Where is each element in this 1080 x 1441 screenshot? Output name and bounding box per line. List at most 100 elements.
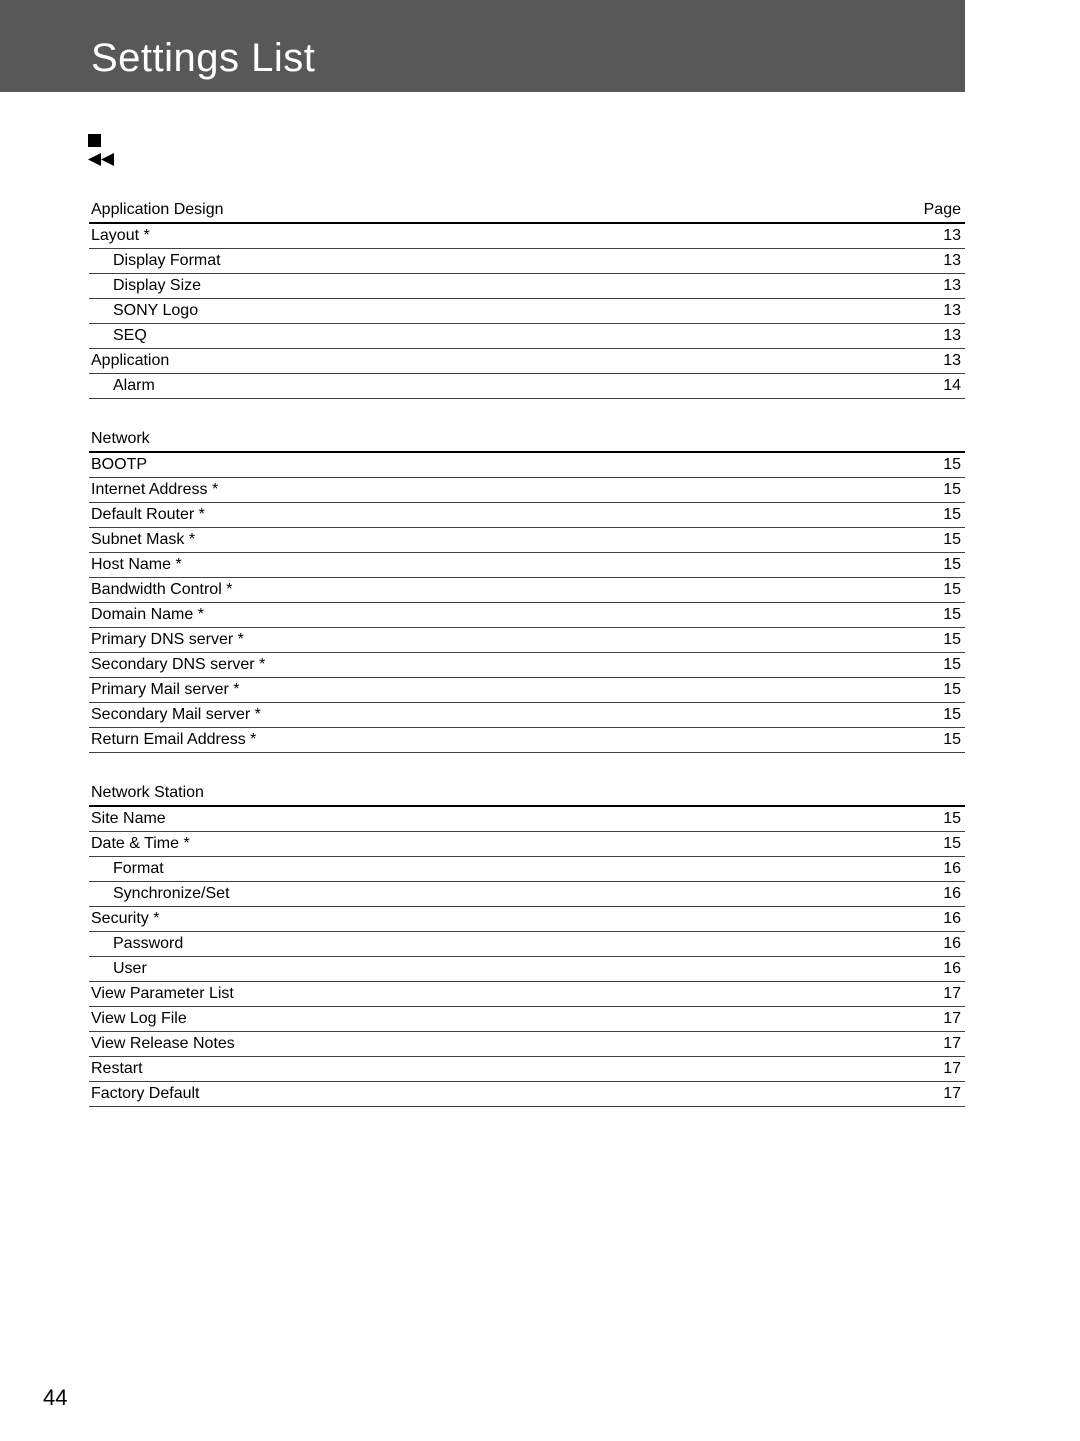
row-label: SONY Logo — [91, 302, 198, 320]
table-row: Layout * 13 — [89, 224, 965, 249]
row-label: Format — [91, 860, 164, 878]
section-header: Network — [89, 427, 965, 453]
table-row: Display Format 13 — [89, 249, 965, 274]
row-label: Alarm — [91, 377, 155, 395]
row-page: 17 — [943, 1010, 961, 1028]
row-label: User — [91, 960, 147, 978]
row-label: Password — [91, 935, 183, 953]
row-page: 15 — [943, 810, 961, 828]
row-label: View Release Notes — [91, 1035, 235, 1053]
row-page: 15 — [943, 631, 961, 649]
row-label: Layout * — [91, 227, 150, 245]
row-page: 13 — [943, 227, 961, 245]
page-title: Settings List — [91, 36, 315, 81]
table-row: Restart 17 — [89, 1057, 965, 1082]
row-label: Domain Name * — [91, 606, 204, 624]
row-label: Internet Address * — [91, 481, 218, 499]
table-row: Password 16 — [89, 932, 965, 957]
row-label: Security * — [91, 910, 159, 928]
rewind-icon — [88, 153, 114, 166]
table-row: Host Name * 15 — [89, 553, 965, 578]
table-row: View Release Notes 17 — [89, 1032, 965, 1057]
table-row: Application13 — [89, 349, 965, 374]
row-page: 17 — [943, 985, 961, 1003]
row-page: 16 — [943, 935, 961, 953]
table-row: User 16 — [89, 957, 965, 982]
row-page: 16 — [943, 910, 961, 928]
row-label: Restart — [91, 1060, 143, 1078]
row-page: 13 — [943, 302, 961, 320]
table-row: Bandwidth Control * 15 — [89, 578, 965, 603]
table-row: BOOTP 15 — [89, 453, 965, 478]
table-row: SONY Logo 13 — [89, 299, 965, 324]
section: NetworkBOOTP15Internet Address *15Defaul… — [89, 427, 965, 753]
table-row: View Parameter List17 — [89, 982, 965, 1007]
table-row: Factory Default 17 — [89, 1082, 965, 1107]
row-page: 15 — [943, 481, 961, 499]
row-label: Display Format — [91, 252, 221, 270]
row-label: Secondary DNS server * — [91, 656, 265, 674]
table-row: Subnet Mask * 15 — [89, 528, 965, 553]
row-label: Bandwidth Control * — [91, 581, 232, 599]
section-header-page: Page — [924, 201, 961, 219]
settings-table: Application DesignPageLayout *13Display … — [89, 198, 965, 1135]
row-label: SEQ — [91, 327, 147, 345]
section-header-label: Network — [91, 430, 150, 448]
row-label: Site Name — [91, 810, 166, 828]
row-page: 14 — [943, 377, 961, 395]
table-row: Site Name 15 — [89, 807, 965, 832]
row-page: 16 — [943, 960, 961, 978]
row-page: 15 — [943, 581, 961, 599]
row-page: 17 — [943, 1060, 961, 1078]
row-page: 17 — [943, 1035, 961, 1053]
row-label: Display Size — [91, 277, 201, 295]
row-page: 15 — [943, 731, 961, 749]
page-number: 44 — [43, 1385, 67, 1411]
row-page: 13 — [943, 252, 961, 270]
row-label: Primary DNS server * — [91, 631, 244, 649]
row-page: 15 — [943, 506, 961, 524]
row-page: 15 — [943, 706, 961, 724]
row-label: Default Router * — [91, 506, 205, 524]
table-row: Synchronize/Set 16 — [89, 882, 965, 907]
table-row: Internet Address * 15 — [89, 478, 965, 503]
row-label: Subnet Mask * — [91, 531, 195, 549]
sidebar-block — [0, 0, 77, 92]
row-label: BOOTP — [91, 456, 147, 474]
row-label: Return Email Address * — [91, 731, 256, 749]
section-header-label: Application Design — [91, 201, 224, 219]
row-page: 16 — [943, 860, 961, 878]
row-page: 13 — [943, 352, 961, 370]
row-page: 15 — [943, 556, 961, 574]
row-page: 16 — [943, 885, 961, 903]
row-page: 15 — [943, 681, 961, 699]
section-header: Network Station — [89, 781, 965, 807]
section-header: Application Design Page — [89, 198, 965, 224]
table-row: Primary Mail server *15 — [89, 678, 965, 703]
row-page: 13 — [943, 277, 961, 295]
row-label: Date & Time * — [91, 835, 190, 853]
table-row: Date & Time * 15 — [89, 832, 965, 857]
row-page: 15 — [943, 531, 961, 549]
table-row: Secondary DNS server * 15 — [89, 653, 965, 678]
section: Application DesignPageLayout *13Display … — [89, 198, 965, 399]
table-row: Alarm 14 — [89, 374, 965, 399]
table-row: Return Email Address * 15 — [89, 728, 965, 753]
row-label: Host Name * — [91, 556, 182, 574]
row-label: Secondary Mail server * — [91, 706, 261, 724]
table-row: Primary DNS server * 15 — [89, 628, 965, 653]
row-label: Factory Default — [91, 1085, 199, 1103]
table-row: Secondary Mail server * 15 — [89, 703, 965, 728]
markers — [88, 134, 114, 166]
row-label: Synchronize/Set — [91, 885, 230, 903]
row-page: 15 — [943, 835, 961, 853]
row-page: 15 — [943, 456, 961, 474]
table-row: Default Router * 15 — [89, 503, 965, 528]
table-row: Domain Name * 15 — [89, 603, 965, 628]
table-row: View Log File17 — [89, 1007, 965, 1032]
table-row: SEQ 13 — [89, 324, 965, 349]
row-page: 17 — [943, 1085, 961, 1103]
row-page: 15 — [943, 656, 961, 674]
row-page: 15 — [943, 606, 961, 624]
row-page: 13 — [943, 327, 961, 345]
